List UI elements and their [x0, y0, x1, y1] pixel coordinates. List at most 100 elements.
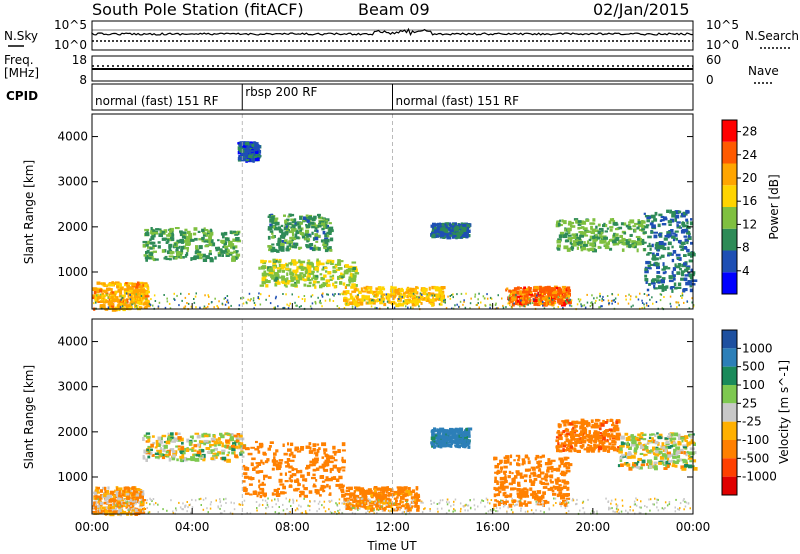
data-cell [519, 305, 521, 308]
data-cell [469, 302, 472, 305]
data-cell [131, 498, 134, 501]
data-cell [243, 472, 248, 475]
data-cell [443, 228, 448, 232]
data-cell [103, 501, 108, 505]
data-cell [604, 245, 610, 250]
data-cell [246, 147, 251, 150]
data-cell [643, 212, 646, 215]
data-cell [318, 447, 321, 450]
data-cell [119, 488, 122, 492]
data-cell [93, 291, 97, 295]
data-cell [284, 231, 289, 234]
data-cell [611, 443, 617, 446]
data-cell [569, 221, 575, 225]
data-cell [136, 488, 141, 491]
data-cell [171, 450, 176, 454]
data-cell [270, 245, 273, 250]
data-cell [263, 483, 266, 486]
data-cell [413, 499, 417, 502]
data-cell [588, 238, 592, 242]
data-cell [683, 228, 688, 233]
data-cell [332, 274, 335, 277]
data-cell [121, 299, 127, 302]
data-cell [234, 245, 238, 249]
data-cell [645, 224, 650, 227]
data-cell [562, 493, 567, 497]
data-cell [372, 298, 374, 301]
data-cell [239, 145, 242, 149]
data-cell [312, 280, 317, 284]
data-cell [132, 298, 135, 302]
data-cell [314, 277, 318, 281]
data-cell [593, 297, 595, 300]
data-cell [520, 287, 522, 290]
data-cell [326, 259, 332, 263]
data-cell [161, 434, 167, 438]
data-cell [658, 233, 662, 237]
data-cell [458, 445, 461, 449]
data-cell [594, 422, 599, 426]
data-cell [309, 246, 313, 250]
freq-tick-bottom: 8 [79, 73, 87, 87]
data-cell [280, 275, 285, 279]
data-cell [402, 292, 406, 295]
data-cell [516, 462, 519, 466]
data-cell [237, 146, 241, 151]
data-cell [560, 459, 565, 463]
data-cell [644, 274, 648, 278]
data-cell [303, 266, 309, 270]
data-cell [363, 497, 368, 501]
data-cell [180, 450, 185, 455]
data-cell [228, 243, 233, 247]
data-cell [217, 442, 221, 447]
data-cell [275, 490, 279, 495]
data-cell [268, 445, 272, 448]
data-cell [539, 471, 545, 475]
data-cell [568, 448, 571, 453]
data-cell [597, 439, 602, 442]
data-cell [129, 499, 133, 502]
data-cell [377, 491, 382, 495]
data-cell [575, 242, 580, 246]
data-cell [250, 157, 255, 162]
data-cell [314, 233, 319, 238]
data-cell [556, 477, 560, 480]
data-cell [320, 484, 325, 488]
data-cell [365, 490, 370, 494]
data-cell [570, 305, 573, 308]
data-cell [684, 224, 689, 228]
data-cell [144, 284, 148, 288]
data-cell [286, 272, 289, 276]
data-cell [259, 491, 264, 495]
data-cell [210, 257, 213, 260]
data-cell [385, 293, 388, 296]
data-cell [129, 286, 134, 291]
data-cell [112, 511, 118, 514]
data-cell [447, 430, 450, 434]
data-cell [676, 224, 679, 227]
data-cell [345, 489, 351, 492]
data-cell [397, 287, 401, 292]
data-cell [412, 299, 417, 302]
data-cell [148, 302, 151, 305]
data-cell [462, 435, 465, 438]
data-cell [314, 300, 316, 303]
data-cell [563, 298, 565, 301]
data-cell [131, 494, 135, 497]
data-cell [294, 479, 300, 483]
data-cell [165, 258, 170, 261]
data-cell [235, 445, 239, 449]
data-cell [431, 442, 436, 446]
data-cell [386, 486, 389, 489]
data-cell [294, 236, 300, 240]
data-cell [566, 494, 569, 497]
data-cell [145, 297, 147, 300]
data-cell [509, 493, 513, 497]
data-cell [661, 288, 665, 292]
data-cell [660, 254, 665, 258]
data-cell [347, 266, 353, 270]
data-cell [196, 450, 202, 455]
data-cell [675, 214, 680, 219]
data-cell [277, 269, 281, 273]
data-cell [380, 499, 385, 503]
